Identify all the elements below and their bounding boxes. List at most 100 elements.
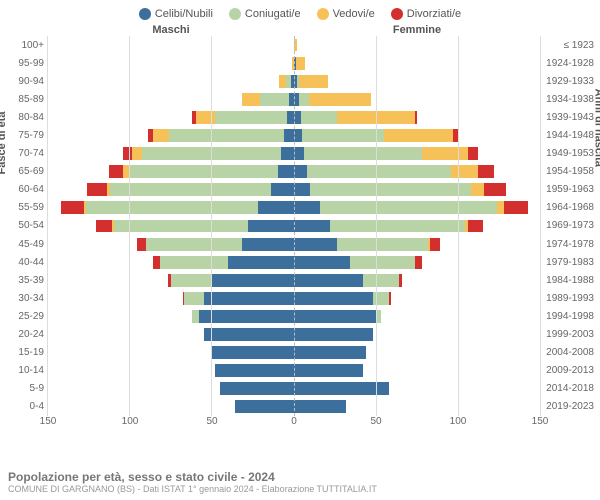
birth-label: 1989-1993 (540, 289, 594, 307)
bar-row (48, 145, 294, 163)
y-axis-left: 100+95-9990-9485-8980-8475-7970-7465-696… (4, 36, 48, 416)
bar-segment (242, 93, 260, 106)
bar-segment (296, 57, 306, 70)
bar-row (48, 199, 294, 217)
bar-segment (294, 165, 307, 178)
bar-segment (260, 93, 290, 106)
bar-segment (199, 310, 294, 323)
bar-row (48, 271, 294, 289)
bar-segment (310, 183, 471, 196)
bar-segment (248, 220, 294, 233)
age-label: 5-9 (4, 380, 44, 398)
bar-row (294, 253, 540, 271)
male-half (48, 36, 294, 416)
age-label: 10-14 (4, 362, 44, 380)
bar-row (294, 307, 540, 325)
bar-row (294, 126, 540, 144)
bar-row (48, 72, 294, 90)
age-label: 65-69 (4, 163, 44, 181)
bar-row (294, 163, 540, 181)
x-ticks: 15010050050100150 (48, 416, 540, 430)
bar-segment (271, 183, 294, 196)
bar-segment (294, 183, 310, 196)
bar-row (48, 54, 294, 72)
bar-segment (415, 256, 422, 269)
bar-segment (204, 328, 294, 341)
bar-row (294, 271, 540, 289)
x-tick: 0 (291, 416, 297, 427)
birth-label: 2014-2018 (540, 380, 594, 398)
y-axis-label-right: Anni di nascita (592, 89, 600, 167)
legend-label: Coniugati/e (245, 8, 301, 20)
birth-label: ≤ 1923 (540, 36, 594, 54)
plot (48, 36, 540, 416)
bar-row (48, 344, 294, 362)
birth-label: 1944-1948 (540, 126, 594, 144)
birth-label: 1964-1968 (540, 199, 594, 217)
age-label: 75-79 (4, 126, 44, 144)
bar-segment (294, 400, 346, 413)
center-line (294, 36, 295, 416)
bar-segment (86, 201, 258, 214)
age-label: 20-24 (4, 326, 44, 344)
bar-row (48, 217, 294, 235)
birth-label: 1954-1958 (540, 163, 594, 181)
bar-segment (87, 183, 107, 196)
bar-segment (130, 165, 278, 178)
bar-segment (160, 256, 229, 269)
bar-segment (294, 346, 366, 359)
age-label: 0-4 (4, 398, 44, 416)
bar-segment (451, 165, 477, 178)
bar-segment (389, 292, 391, 305)
bar-row (294, 90, 540, 108)
bar-segment (146, 238, 241, 251)
bar-segment (430, 238, 440, 251)
legend-dot (229, 8, 241, 20)
age-label: 45-49 (4, 235, 44, 253)
bar-segment (171, 274, 212, 287)
age-label: 15-19 (4, 344, 44, 362)
bar-row (294, 54, 540, 72)
bar-segment (468, 220, 483, 233)
bar-segment (294, 147, 304, 160)
y-axis-right: ≤ 19231924-19281929-19331934-19381939-19… (540, 36, 596, 416)
bar-segment (132, 147, 142, 160)
age-label: 95-99 (4, 54, 44, 72)
birth-label: 1949-1953 (540, 145, 594, 163)
legend-label: Celibi/Nubili (155, 8, 213, 20)
bar-segment (294, 292, 373, 305)
bar-segment (330, 220, 464, 233)
bar-segment (294, 256, 350, 269)
age-label: 25-29 (4, 307, 44, 325)
age-label: 85-89 (4, 90, 44, 108)
bar-segment (123, 147, 131, 160)
bar-segment (471, 183, 484, 196)
bar-segment (484, 183, 505, 196)
bar-row (294, 199, 540, 217)
bar-row (294, 108, 540, 126)
bar-segment (235, 400, 294, 413)
bar-segment (294, 129, 302, 142)
bar-segment (294, 364, 363, 377)
bar-segment (399, 274, 402, 287)
bar-segment (153, 129, 169, 142)
bar-segment (422, 147, 468, 160)
bar-segment (504, 201, 529, 214)
x-tick: 50 (370, 416, 381, 427)
bar-segment (196, 111, 216, 124)
bar-row (48, 307, 294, 325)
bar-segment (307, 165, 451, 178)
birth-label: 1934-1938 (540, 90, 594, 108)
x-tick: 50 (206, 416, 217, 427)
bar-segment (114, 220, 248, 233)
age-label: 70-74 (4, 145, 44, 163)
bar-segment (415, 111, 417, 124)
age-label: 60-64 (4, 181, 44, 199)
birth-label: 1939-1943 (540, 108, 594, 126)
chart-subtitle: COMUNE DI GARGNANO (BS) - Dati ISTAT 1° … (8, 484, 592, 494)
bar-segment (215, 364, 294, 377)
bar-segment (215, 111, 287, 124)
bar-row (294, 145, 540, 163)
bar-row (48, 235, 294, 253)
chart-title: Popolazione per età, sesso e stato civil… (8, 470, 592, 484)
